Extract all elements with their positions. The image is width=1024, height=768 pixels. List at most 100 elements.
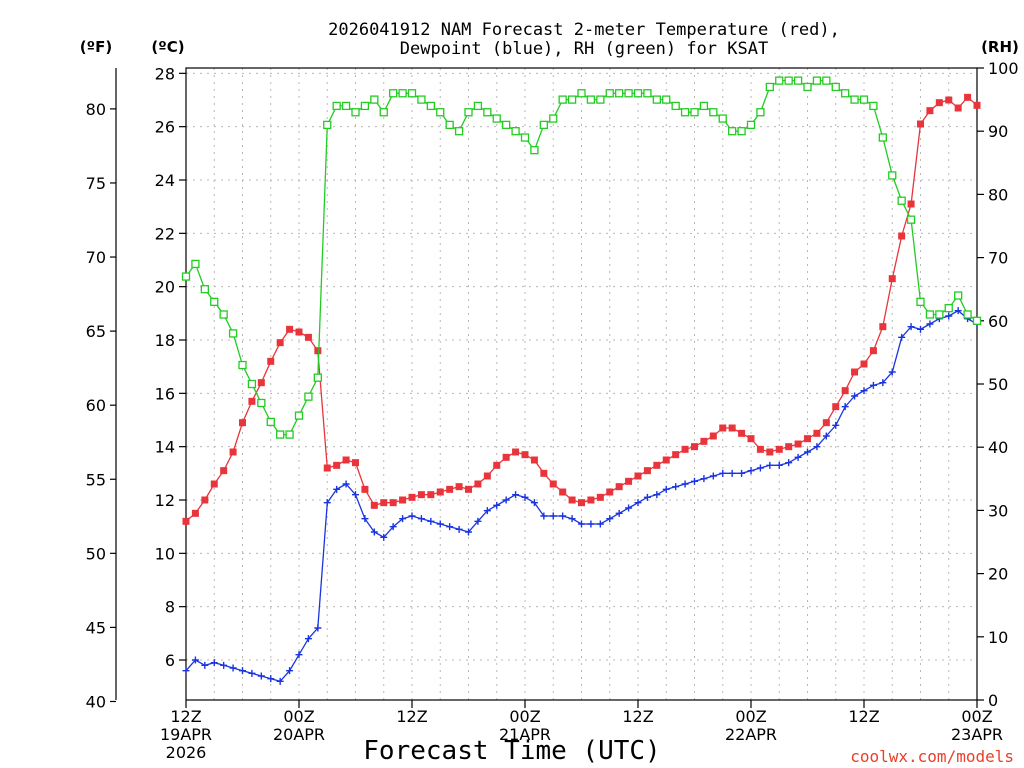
data-point	[699, 101, 709, 111]
data-point	[559, 488, 567, 496]
x-tick-label: 22APR	[725, 725, 777, 744]
data-point	[408, 512, 416, 520]
data-point	[625, 477, 633, 485]
data-point	[869, 101, 878, 111]
data-point	[671, 101, 680, 111]
fahrenheit-axis-label: (ºF)	[80, 38, 112, 56]
data-point	[916, 297, 925, 306]
data-point	[700, 475, 708, 483]
data-point	[530, 146, 539, 155]
data-point	[493, 501, 501, 509]
data-point	[813, 443, 821, 451]
data-point	[972, 316, 982, 325]
data-point	[549, 480, 557, 488]
data-point	[483, 507, 491, 515]
data-point	[747, 467, 755, 475]
data-point	[370, 95, 379, 104]
data-series	[181, 76, 982, 685]
data-point	[728, 127, 737, 136]
data-point	[766, 461, 774, 469]
data-point	[436, 488, 444, 496]
data-point	[662, 485, 670, 493]
data-point	[464, 108, 473, 117]
data-point	[436, 108, 445, 117]
data-point	[295, 328, 303, 336]
data-point	[389, 89, 398, 98]
data-point	[963, 310, 972, 319]
data-point	[662, 456, 670, 464]
x-tick-label: 20APR	[273, 725, 325, 744]
series-dewpoint	[182, 307, 981, 685]
data-point	[926, 320, 934, 328]
data-point	[615, 483, 623, 491]
data-point	[964, 93, 972, 101]
data-point	[878, 133, 887, 142]
data-point	[229, 664, 237, 672]
data-point	[860, 360, 868, 368]
data-point	[276, 339, 284, 347]
data-point	[360, 101, 370, 111]
x-tick-label: 00Z	[961, 707, 992, 726]
data-point	[906, 215, 916, 224]
celsius-tick-label: 10	[155, 544, 175, 563]
data-point	[606, 515, 614, 523]
credit-text: coolwx.com/models	[850, 747, 1014, 766]
rh-tick-label: 100	[988, 59, 1019, 78]
data-point	[775, 461, 783, 469]
data-point	[841, 89, 850, 98]
data-point	[465, 528, 472, 536]
data-point	[822, 432, 830, 440]
data-point	[521, 493, 529, 501]
data-point	[728, 424, 736, 432]
rh-tick-label: 10	[988, 628, 1008, 647]
data-point	[652, 95, 661, 104]
x-tick-label: 12Z	[170, 707, 201, 726]
data-point	[219, 310, 228, 319]
data-point	[304, 392, 313, 401]
data-point	[182, 667, 190, 675]
data-point	[634, 472, 642, 480]
data-point	[276, 430, 285, 439]
celsius-tick-label: 20	[155, 278, 175, 297]
data-point	[945, 96, 953, 104]
data-point	[859, 95, 869, 104]
data-point	[719, 424, 727, 432]
data-point	[822, 419, 830, 427]
data-point	[869, 347, 877, 355]
data-point	[737, 127, 746, 136]
data-point	[483, 472, 491, 480]
data-point	[465, 485, 472, 493]
data-point	[785, 443, 793, 451]
data-point	[417, 515, 425, 523]
data-point	[191, 656, 199, 664]
celsius-tick-label: 14	[155, 438, 175, 457]
data-point	[709, 108, 718, 117]
data-point	[643, 493, 651, 501]
data-point	[681, 480, 689, 488]
data-point	[446, 523, 454, 531]
fahrenheit-tick-label: 55	[86, 470, 106, 489]
data-point	[973, 101, 981, 109]
data-point	[398, 89, 407, 98]
data-point	[898, 333, 906, 341]
data-point	[502, 496, 510, 504]
data-point	[333, 485, 341, 493]
data-point	[436, 520, 444, 528]
data-point	[624, 89, 633, 98]
data-point	[247, 379, 257, 389]
rh-tick-label: 0	[988, 691, 998, 710]
data-point	[888, 368, 896, 376]
data-point	[352, 459, 359, 467]
data-point	[267, 357, 275, 365]
data-point	[851, 392, 859, 400]
data-point	[248, 397, 256, 405]
data-point	[427, 491, 435, 499]
fahrenheit-tick-label: 75	[86, 174, 106, 193]
data-point	[361, 515, 369, 523]
data-point	[700, 437, 708, 445]
data-point	[520, 133, 530, 142]
celsius-tick-label: 26	[155, 118, 175, 137]
data-point	[427, 517, 435, 525]
data-point	[935, 310, 944, 319]
data-point	[351, 108, 360, 117]
